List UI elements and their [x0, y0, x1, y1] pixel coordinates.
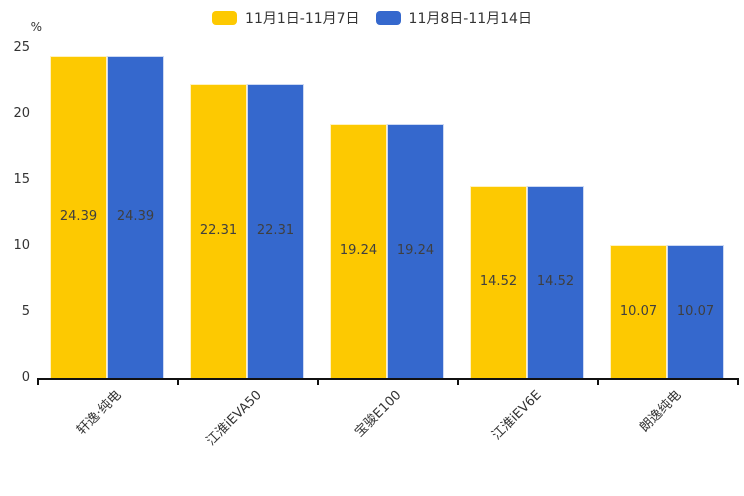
y-tick-label: 15	[13, 172, 30, 187]
x-category-label: 轩逸·纯电	[74, 387, 125, 439]
legend: 11月1日-11月7日 11月8日-11月14日	[0, 8, 744, 28]
x-axis-tick	[597, 380, 599, 385]
legend-item-week2[interactable]: 11月8日-11月14日	[375, 8, 532, 28]
x-category-label: 朗逸纯电	[637, 387, 685, 436]
x-axis-line	[37, 378, 739, 380]
legend-label-week2: 11月8日-11月14日	[408, 11, 532, 27]
x-axis-tick	[37, 380, 39, 385]
y-tick-label: 25	[13, 40, 30, 55]
x-category-label: 宝骏E100	[352, 387, 405, 441]
legend-swatch-week2-icon	[375, 11, 401, 25]
bar-week2[interactable]	[527, 186, 584, 378]
x-axis-tick	[177, 380, 179, 385]
bar-week2[interactable]	[247, 84, 304, 378]
bar-week1[interactable]	[190, 84, 247, 378]
x-category-label: 江淮iEVA50	[203, 387, 265, 449]
legend-swatch-week1-icon	[212, 11, 238, 25]
y-tick-label: 5	[21, 304, 30, 319]
y-tick-label: 20	[13, 106, 30, 121]
x-axis-tick	[317, 380, 319, 385]
y-tick-label: 10	[13, 238, 30, 253]
bar-week1[interactable]	[470, 186, 527, 378]
x-axis-tick	[457, 380, 459, 385]
x-category-label: 江淮iEV6E	[489, 387, 545, 444]
bar-week2[interactable]	[107, 56, 164, 378]
bar-week1[interactable]	[50, 56, 107, 378]
x-axis-tick	[737, 380, 739, 385]
y-axis-unit-label: %	[30, 20, 42, 34]
bar-week2[interactable]	[667, 245, 724, 378]
legend-item-week1[interactable]: 11月1日-11月7日	[212, 8, 360, 28]
legend-label-week1: 11月1日-11月7日	[245, 11, 360, 27]
bar-week1[interactable]	[610, 245, 667, 378]
bar-week1[interactable]	[330, 124, 387, 378]
y-tick-label: 0	[21, 370, 30, 385]
bar-week2[interactable]	[387, 124, 444, 378]
